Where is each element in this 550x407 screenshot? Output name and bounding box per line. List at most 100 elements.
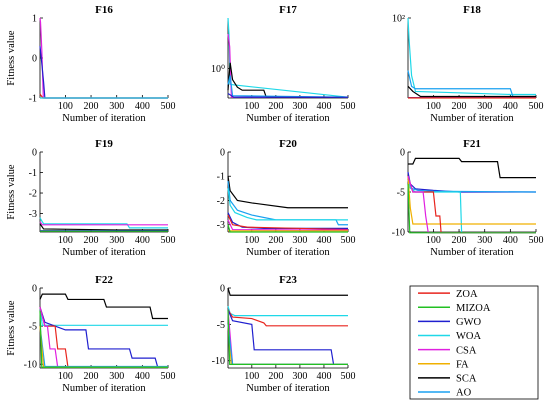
x-tick-label-f16: 400	[135, 101, 150, 112]
x-tick-label-f20: 400	[316, 235, 331, 246]
y-tick-label-f16: 1	[32, 14, 37, 25]
x-axis-label-f16: Number of iteration	[62, 113, 146, 124]
x-tick-label-f20: 200	[268, 235, 283, 246]
x-tick-label-f21: 500	[529, 235, 544, 246]
series-line-ao-f23	[227, 324, 348, 365]
y-axis-label-f22: Fitness value	[6, 300, 17, 355]
legend-label-fa: FA	[456, 359, 469, 370]
x-tick-label-f20: 500	[341, 235, 356, 246]
x-tick-label-f17: 400	[316, 101, 331, 112]
x-tick-label-f22: 100	[58, 371, 73, 382]
y-tick-label-f21: -5	[397, 188, 405, 199]
y-axis-label-f16: Fitness value	[6, 30, 17, 85]
y-tick-label-f19: -1	[29, 168, 37, 179]
series-line-woa-f17	[227, 17, 349, 98]
subplot-title-f22: F22	[95, 274, 113, 286]
x-tick-label-f18: 500	[529, 101, 544, 112]
legend-box	[409, 285, 539, 400]
x-axis-label-f17: Number of iteration	[246, 113, 330, 124]
subplot-title-f19: F19	[95, 138, 113, 150]
series-line-woa-f23	[227, 306, 348, 317]
series-line-fa-f23	[227, 324, 348, 365]
y-tick-label-f21: -10	[392, 228, 405, 239]
legend-label-mizoa: MIZOA	[456, 303, 491, 314]
x-axis-label-f21: Number of iteration	[430, 247, 514, 258]
series-line-mizoa-f21	[407, 183, 536, 234]
series-line-woa-f20	[227, 188, 348, 221]
x-tick-label-f22: 300	[109, 371, 124, 382]
series-line-ao-f20	[227, 181, 348, 226]
x-tick-label-f17: 300	[292, 101, 307, 112]
series-line-csa-f17	[227, 33, 348, 98]
x-axis-label-f22: Number of iteration	[62, 383, 146, 394]
y-tick-label-f20: 0	[220, 148, 225, 159]
x-tick-label-f17: 500	[341, 101, 356, 112]
x-tick-label-f18: 200	[452, 101, 467, 112]
y-tick-label-f23: -10	[212, 356, 225, 367]
x-tick-label-f20: 300	[292, 235, 307, 246]
x-tick-label-f23: 300	[292, 371, 307, 382]
legend-label-zoa: ZOA	[456, 289, 478, 300]
series-line-sca-f22	[39, 293, 168, 320]
y-tick-label-f18: 10²	[392, 14, 405, 25]
series-line-fa-f22	[39, 326, 168, 368]
y-tick-label-f19: -2	[29, 189, 37, 200]
x-axis-label-f23: Number of iteration	[246, 383, 330, 394]
y-tick-label-f17: 10⁰	[211, 64, 225, 75]
series-line-gwo-f17	[227, 93, 348, 98]
y-tick-label-f20: -2	[217, 196, 225, 207]
y-tick-label-f23: 0	[220, 284, 225, 295]
x-tick-label-f21: 400	[503, 235, 518, 246]
subplot-title-f17: F17	[279, 4, 297, 16]
series-line-csa-f16	[39, 17, 168, 99]
x-tick-label-f23: 100	[244, 371, 259, 382]
subplot-title-f16: F16	[95, 4, 113, 16]
y-tick-label-f22: -10	[24, 360, 37, 371]
y-axis-label-f19: Fitness value	[6, 164, 17, 219]
y-tick-label-f19: -3	[29, 209, 37, 220]
x-tick-label-f16: 500	[161, 101, 176, 112]
y-tick-label-f22: -5	[29, 322, 37, 333]
series-line-mizoa-f22	[39, 310, 168, 368]
x-tick-label-f22: 400	[135, 371, 150, 382]
x-tick-label-f21: 100	[426, 235, 441, 246]
x-tick-label-f18: 100	[426, 101, 441, 112]
series-line-ao-f18	[407, 70, 536, 98]
series-line-sca-f17	[227, 62, 348, 98]
series-line-fa-f21	[407, 175, 536, 225]
x-axis-label-f18: Number of iteration	[430, 113, 514, 124]
series-line-sca-f19	[39, 223, 168, 231]
series-line-gwo-f16	[39, 45, 168, 99]
x-tick-label-f16: 100	[58, 101, 73, 112]
series-line-gwo-f22	[39, 306, 168, 368]
series-line-mizoa-f20	[227, 224, 348, 233]
y-tick-label-f20: -1	[217, 172, 225, 183]
y-tick-label-f22: 0	[32, 284, 37, 295]
legend-label-gwo: GWO	[456, 317, 481, 328]
x-tick-label-f23: 400	[316, 371, 331, 382]
series-line-sca-f18	[407, 85, 536, 98]
x-tick-label-f19: 300	[109, 235, 124, 246]
subplot-title-f23: F23	[279, 274, 297, 286]
x-tick-label-f17: 200	[268, 101, 283, 112]
series-line-csa-f20	[227, 219, 349, 231]
x-tick-label-f18: 400	[503, 101, 518, 112]
y-tick-label-f16: -1	[29, 94, 37, 105]
subplot-title-f18: F18	[463, 4, 481, 16]
series-line-woa-f22	[39, 306, 168, 326]
y-tick-label-f23: -5	[217, 320, 225, 331]
y-tick-label-f19: 0	[32, 148, 37, 159]
legend-label-ao: AO	[456, 388, 472, 399]
x-tick-label-f22: 200	[84, 371, 99, 382]
x-tick-label-f20: 100	[244, 235, 259, 246]
x-tick-label-f23: 200	[268, 371, 283, 382]
x-tick-label-f17: 100	[244, 101, 259, 112]
x-tick-label-f16: 200	[84, 101, 99, 112]
x-tick-label-f18: 300	[477, 101, 492, 112]
x-tick-label-f23: 500	[341, 371, 356, 382]
series-line-ao-f17	[227, 75, 349, 98]
x-tick-label-f19: 500	[161, 235, 176, 246]
y-tick-label-f20: -3	[217, 220, 225, 231]
subplot-title-f21: F21	[463, 138, 481, 150]
